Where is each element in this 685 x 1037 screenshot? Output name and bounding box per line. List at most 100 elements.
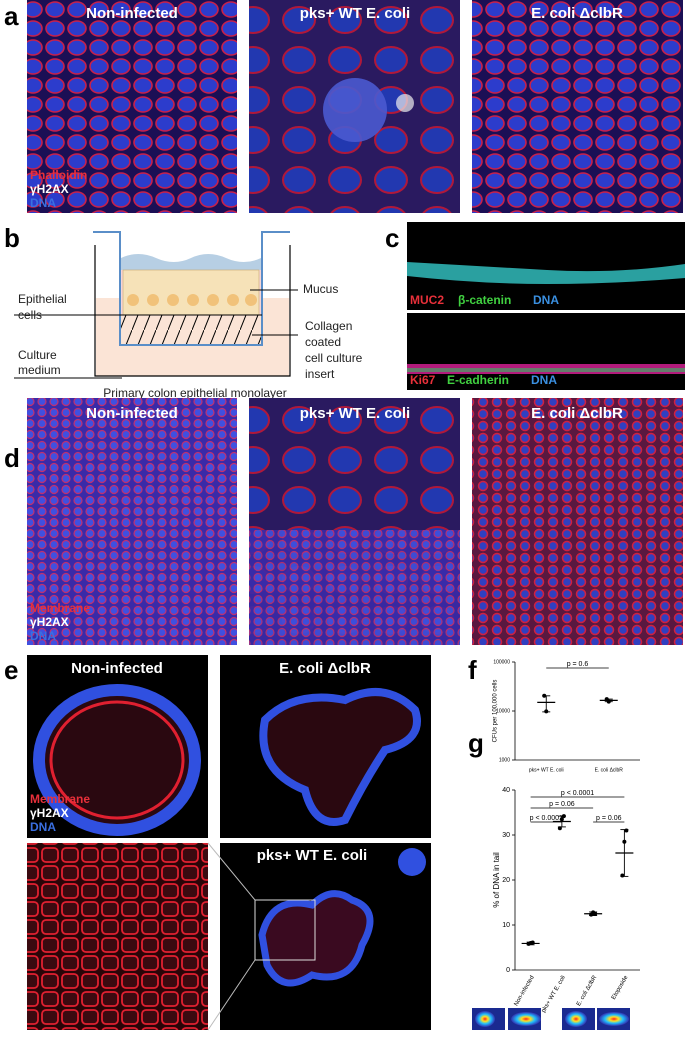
data-point: [557, 826, 562, 831]
label: Culture: [18, 348, 57, 362]
comets: [472, 1008, 630, 1030]
panel-e: e Non-infected E. coli ΔclbR pks+ WT E. …: [4, 655, 431, 1031]
y-tick-label: 1000: [499, 757, 510, 763]
y-tick-label: 0: [506, 967, 510, 974]
organoid: [258, 890, 374, 987]
legend-item: DNA: [531, 373, 557, 387]
y-tick-label: 10: [502, 922, 510, 929]
legend-item: DNA: [30, 820, 56, 834]
legend-item: DNA: [30, 196, 56, 210]
panel-label: d: [4, 443, 20, 473]
nucleus: [396, 94, 414, 112]
micrograph: [249, 530, 460, 645]
nucleus: [323, 78, 387, 142]
legend-item: MUC2: [410, 293, 444, 307]
data-point: [530, 940, 535, 945]
label: coated: [305, 335, 341, 349]
legend-item: Phalloidin: [30, 168, 87, 182]
label: cell culture: [305, 351, 363, 365]
label: Collagen: [305, 319, 352, 333]
well: [94, 245, 291, 377]
legend-item: γH2AX: [30, 806, 69, 820]
organoid: [398, 848, 426, 876]
x-tick-label: pks+ WT E. coli: [529, 767, 564, 773]
data-point: [593, 911, 598, 916]
y-tick-label: 10000: [496, 708, 510, 714]
image-title: Non-infected: [71, 660, 163, 677]
x-tick-label: Etoposide: [611, 974, 630, 1001]
micrograph: [27, 398, 237, 645]
panel-label: a: [4, 1, 19, 31]
legend-item: DNA: [533, 293, 559, 307]
zoom-line: [207, 842, 256, 901]
y-tick-label: 20: [502, 877, 510, 884]
data-point: [544, 709, 549, 714]
panel-label: f: [468, 655, 477, 685]
organoid: [49, 700, 185, 820]
legend-item: β-catenin: [458, 293, 511, 307]
annotation: p = 0.6: [567, 661, 589, 668]
data-point: [606, 699, 611, 704]
epithelium: [407, 262, 685, 284]
label: cells: [18, 308, 42, 322]
label: insert: [305, 367, 335, 381]
panel-label: c: [385, 223, 399, 253]
legend-item: E-cadherin: [447, 373, 509, 387]
image-title: pks+ WT E. coli: [300, 5, 410, 22]
mucus: [121, 254, 261, 270]
micrograph: [407, 313, 685, 390]
y-axis-label: CFUs per 100,000 cells: [493, 680, 499, 743]
panel-d: d Non-infected pks+ WT E. coli E. coli Δ…: [4, 398, 683, 645]
micrograph: [27, 0, 237, 213]
micrograph: [27, 843, 208, 1030]
image-title: E. coli ΔclbR: [531, 5, 623, 22]
y-axis-label: % of DNA in tail: [492, 852, 501, 908]
image-title: pks+ WT E. coli: [257, 847, 367, 864]
insert: [93, 231, 290, 346]
cells: [122, 269, 260, 316]
legend-item: Ki67: [410, 373, 436, 387]
panel-label: g: [468, 728, 484, 758]
epithelium: [407, 368, 685, 372]
panel-b: b Epithelial cells Culture medium Mucus …: [4, 223, 363, 400]
membrane: [121, 315, 261, 345]
x-tick-label: E. coli ΔclbR: [576, 974, 599, 1007]
data-point: [542, 693, 547, 698]
data-point: [559, 817, 564, 822]
zoom-box: [254, 899, 316, 961]
label: medium: [18, 363, 61, 377]
data-point: [620, 873, 625, 878]
legend-item: γH2AX: [30, 615, 69, 629]
annotation: p = 0.06: [596, 815, 622, 822]
annotation: p < 0.0001: [561, 790, 594, 797]
annotation: p < 0.0001: [530, 815, 563, 822]
panel-label: b: [4, 223, 20, 253]
x-tick-label: Non-infected: [514, 975, 536, 1007]
data-point: [622, 839, 627, 844]
legend-item: γH2AX: [30, 182, 69, 196]
panel-a: a Non-infected pks+ WT E. coli E. coli Δ…: [4, 0, 683, 213]
image-title: Non-infected: [86, 405, 178, 422]
data-point: [624, 828, 629, 833]
panel-c: c MUC2 β-catenin DNA Ki67 E-cadherin DNA: [385, 222, 685, 390]
label: Epithelial: [18, 292, 67, 306]
data-point: [561, 814, 566, 819]
zoom-line: [207, 959, 256, 1031]
legend-item: DNA: [30, 629, 56, 643]
x-tick-label: E. coli ΔclbR: [595, 767, 624, 773]
label: Mucus: [303, 282, 338, 296]
organoid: [33, 684, 201, 836]
image-title: E. coli ΔclbR: [531, 405, 623, 422]
micrograph: [472, 0, 683, 213]
legend-item: Membrane: [30, 792, 90, 806]
y-tick-label: 100000: [493, 659, 510, 665]
caption: Primary colon epithelial monolayer: [103, 386, 286, 400]
y-tick-label: 30: [502, 832, 510, 839]
legend-item: Membrane: [30, 601, 90, 615]
panel-label: e: [4, 655, 18, 685]
image-title: pks+ WT E. coli: [300, 405, 410, 422]
image-title: E. coli ΔclbR: [279, 660, 371, 677]
y-tick-label: 40: [502, 787, 510, 794]
image-title: Non-infected: [86, 5, 178, 22]
